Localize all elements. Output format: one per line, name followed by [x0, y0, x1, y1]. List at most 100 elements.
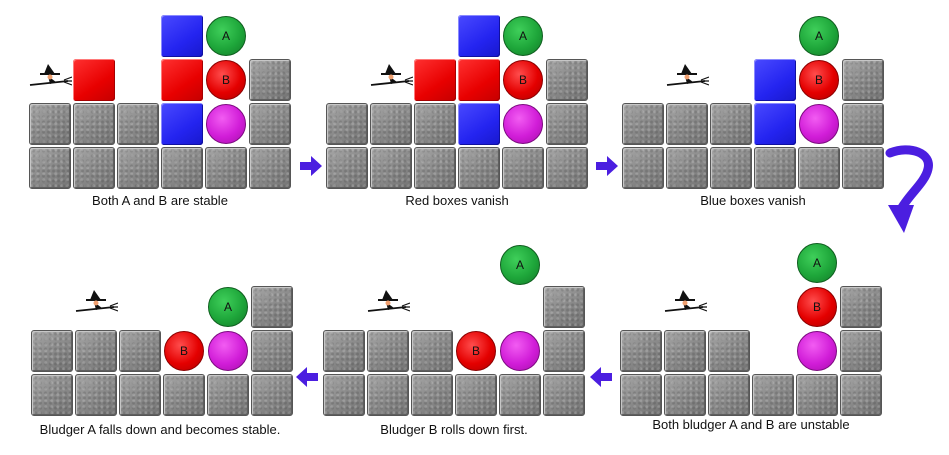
caption-panel5: Bludger B rolls down first.: [380, 422, 528, 437]
bludger-a-label: A: [518, 29, 527, 43]
bludger-b-label: B: [221, 73, 230, 87]
stone-block: [502, 147, 544, 189]
stone-block: [710, 147, 752, 189]
stone-block: [546, 59, 588, 101]
bludger-purple: [799, 104, 839, 144]
stone-block: [842, 147, 884, 189]
stone-block: [414, 147, 456, 189]
bludger-b: B: [206, 60, 246, 100]
stone-block: [323, 330, 365, 372]
panel-blue-vanish: B A Blue boxes vanish: [593, 0, 893, 215]
bludger-b: B: [164, 331, 204, 371]
stone-block: [249, 147, 291, 189]
left-arrow-icon: [590, 367, 612, 387]
stone-block: [31, 330, 73, 372]
stone-block: [842, 103, 884, 145]
stone-block: [119, 374, 161, 416]
left-arrow-icon: [296, 367, 318, 387]
panel-red-vanish: B A Red boxes vanish: [297, 0, 597, 215]
stone-block: [546, 103, 588, 145]
stone-block: [326, 147, 368, 189]
stone-block: [249, 103, 291, 145]
right-arrow-icon: [596, 156, 618, 176]
stone-block: [620, 330, 662, 372]
red-box: [161, 59, 203, 101]
bludger-b-label: B: [812, 300, 821, 314]
bludger-a-label: A: [814, 29, 823, 43]
stone-block: [73, 103, 115, 145]
stone-block: [29, 147, 71, 189]
red-box: [73, 59, 115, 101]
panel-a-falls: B A Bludger A falls down and becomes sta…: [0, 229, 300, 444]
stone-block: [207, 374, 249, 416]
stone-block: [543, 374, 585, 416]
stone-block: [664, 330, 706, 372]
stone-block: [367, 330, 409, 372]
stone-block: [119, 330, 161, 372]
stone-block: [708, 330, 750, 372]
stone-block: [251, 374, 293, 416]
bludger-b-label: B: [179, 344, 188, 358]
bludger-a: A: [208, 287, 248, 327]
red-box: [414, 59, 456, 101]
bludger-b-label: B: [814, 73, 823, 87]
stone-block: [796, 374, 838, 416]
blue-box: [458, 15, 500, 57]
panel-both-unstable: B A Both bludger A and B are unstable: [591, 229, 891, 444]
stone-block: [411, 330, 453, 372]
bludger-b: B: [797, 287, 837, 327]
caption-panel3: Blue boxes vanish: [700, 193, 806, 208]
stone-block: [708, 374, 750, 416]
bludger-a: A: [500, 245, 540, 285]
bludger-b: B: [456, 331, 496, 371]
bludger-a-label: A: [515, 258, 524, 272]
curved-down-arrow-icon: [885, 145, 933, 233]
stone-block: [75, 330, 117, 372]
bludger-b: B: [799, 60, 839, 100]
stone-block: [75, 374, 117, 416]
stone-block: [664, 374, 706, 416]
bludger-b: B: [503, 60, 543, 100]
caption-panel2: Red boxes vanish: [405, 193, 509, 208]
blue-box: [161, 15, 203, 57]
stone-block: [73, 147, 115, 189]
stone-block: [499, 374, 541, 416]
bludger-b-label: B: [471, 344, 480, 358]
stone-block: [411, 374, 453, 416]
stone-block: [666, 147, 708, 189]
bludger-purple: [503, 104, 543, 144]
stone-block: [543, 330, 585, 372]
stone-block: [620, 374, 662, 416]
stone-block: [251, 330, 293, 372]
stone-block: [710, 103, 752, 145]
caption-panel1: Both A and B are stable: [92, 193, 228, 208]
stone-block: [752, 374, 794, 416]
blue-box: [161, 103, 203, 145]
stone-block: [161, 147, 203, 189]
bludger-purple: [500, 331, 540, 371]
panel-b-rolls: B A Bludger B rolls down first.: [294, 229, 594, 444]
stone-block: [117, 103, 159, 145]
bludger-a: A: [799, 16, 839, 56]
stone-block: [323, 374, 365, 416]
stone-block: [117, 147, 159, 189]
stone-block: [798, 147, 840, 189]
stone-block: [840, 286, 882, 328]
stone-block: [414, 103, 456, 145]
stone-block: [370, 103, 412, 145]
stone-block: [163, 374, 205, 416]
panel-both-stable: B A Both A and B are stable: [0, 0, 300, 215]
witch-on-broom-icon: [370, 64, 413, 86]
bludger-purple: [797, 331, 837, 371]
stone-block: [458, 147, 500, 189]
caption-panel4: Bludger A falls down and becomes stable.: [39, 422, 281, 437]
caption-panel6: Both bludger A and B are unstable: [652, 417, 850, 432]
stone-block: [543, 286, 585, 328]
bludger-a: A: [206, 16, 246, 56]
stone-block: [840, 330, 882, 372]
bludger-a-label: A: [812, 256, 821, 270]
blue-box: [754, 59, 796, 101]
bludger-a: A: [797, 243, 837, 283]
stone-block: [29, 103, 71, 145]
